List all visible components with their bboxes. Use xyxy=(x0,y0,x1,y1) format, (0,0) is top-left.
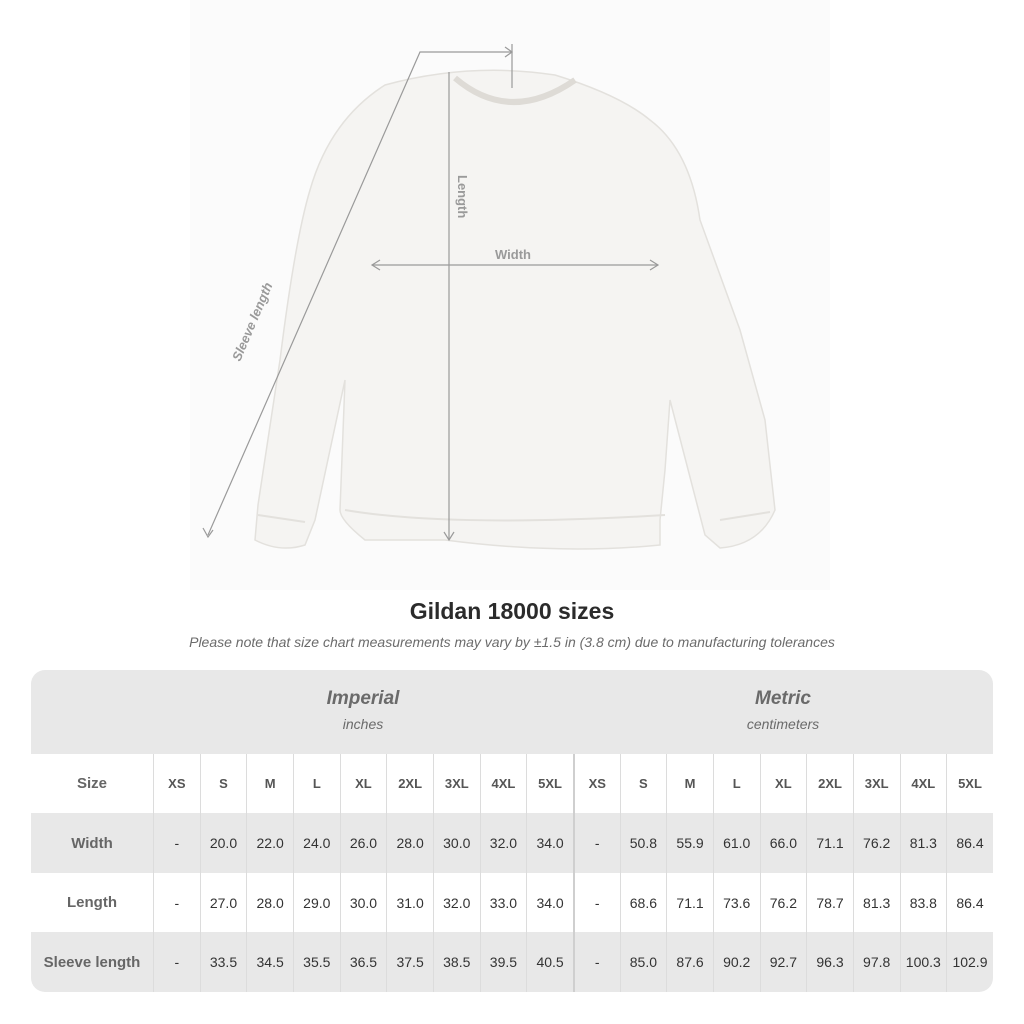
size-header-cell: XL xyxy=(759,754,807,813)
table-cell: 33.0 xyxy=(479,873,527,932)
table-cell: 36.5 xyxy=(339,932,387,992)
table-cell: 32.0 xyxy=(479,813,527,873)
table-cell: 71.1 xyxy=(806,813,853,873)
table-cell: 78.7 xyxy=(806,873,853,932)
table-cell: 71.1 xyxy=(666,873,713,932)
size-table: Imperial inches Metric centimeters Size … xyxy=(31,670,993,992)
table-cell: - xyxy=(572,813,620,873)
size-header-cell: 2XL xyxy=(806,754,853,813)
table-cell: 29.0 xyxy=(292,873,340,932)
size-header-cell: 4XL xyxy=(479,754,527,813)
size-label: Size xyxy=(76,775,107,792)
table-cell: 96.3 xyxy=(806,932,853,992)
table-cell: 81.3 xyxy=(899,813,947,873)
table-cell: 76.2 xyxy=(852,813,900,873)
size-header-cell: S xyxy=(619,754,667,813)
size-header-cell: S xyxy=(199,754,247,813)
table-cell: 33.5 xyxy=(199,932,247,992)
table-cell: 22.0 xyxy=(246,813,293,873)
table-cell: 85.0 xyxy=(619,932,667,992)
size-header-cell: M xyxy=(666,754,713,813)
row-label: Sleeve length xyxy=(43,953,141,971)
table-cell: 39.5 xyxy=(479,932,527,992)
table-row: Length -27.0 28.0 29.0 30.0 31.0 32.0 33.0 34.0-… xyxy=(31,873,993,932)
metric-heading: Metric centimeters xyxy=(573,688,993,732)
table-cell: 34.5 xyxy=(246,932,293,992)
table-cell: 26.0 xyxy=(339,813,387,873)
table-cell: - xyxy=(572,932,620,992)
table-cell: 20.0 xyxy=(199,813,247,873)
table-cell: 86.4 xyxy=(946,813,993,873)
size-header-cell: L xyxy=(292,754,340,813)
table-row: Sleeve length -33.5 34.5 35.5 36.5 37.5 38.5 39… xyxy=(31,932,993,992)
size-header-cell: XS xyxy=(153,754,200,813)
table-cell: 32.0 xyxy=(432,873,480,932)
table-cell: 87.6 xyxy=(666,932,713,992)
table-cell: 28.0 xyxy=(386,813,433,873)
imperial-title: Imperial xyxy=(326,688,400,709)
table-cell: 73.6 xyxy=(712,873,760,932)
table-cell: 50.8 xyxy=(619,813,667,873)
table-cell: 76.2 xyxy=(759,873,807,932)
table-cell: - xyxy=(572,873,620,932)
table-cell: 61.0 xyxy=(712,813,760,873)
size-header-cell: 4XL xyxy=(899,754,947,813)
table-cell: - xyxy=(153,873,200,932)
size-header-cell: 2XL xyxy=(386,754,433,813)
imperial-heading: Imperial inches xyxy=(153,688,573,732)
size-header-cell: 3XL xyxy=(852,754,900,813)
table-cell: 28.0 xyxy=(246,873,293,932)
metric-title: Metric xyxy=(755,688,811,709)
metric-unit: centimeters xyxy=(746,716,820,732)
size-header-cell: 5XL xyxy=(946,754,993,813)
sweatshirt-diagram: Sleeve length Length Width xyxy=(202,44,776,550)
size-header-cell: 5XL xyxy=(526,754,573,813)
table-cell: 27.0 xyxy=(199,873,247,932)
row-label: Width xyxy=(71,834,113,852)
table-cell: 34.0 xyxy=(526,813,573,873)
table-cell: 38.5 xyxy=(432,932,480,992)
table-cell: 37.5 xyxy=(386,932,433,992)
table-cell: 55.9 xyxy=(666,813,713,873)
table-cell: 81.3 xyxy=(852,873,900,932)
tolerance-note: Please note that size chart measurements… xyxy=(189,634,835,650)
size-header-cell: M xyxy=(246,754,293,813)
page-title: Gildan 18000 sizes xyxy=(409,598,615,624)
table-row: Width -20.0 22.0 24.0 26.0 28.0 30.0 32.0 34.0-5… xyxy=(31,813,993,873)
table-cell: 40.5 xyxy=(526,932,573,992)
table-cell: 83.8 xyxy=(899,873,947,932)
measure-lines xyxy=(202,44,660,542)
length-label: Length xyxy=(455,175,470,218)
width-label: Width xyxy=(495,247,531,262)
table-cell: 34.0 xyxy=(526,873,573,932)
table-cell: - xyxy=(153,813,200,873)
table-cell: 92.7 xyxy=(759,932,807,992)
table-cell: 102.9 xyxy=(946,932,993,992)
size-header-cell: 3XL xyxy=(432,754,480,813)
table-cell: 35.5 xyxy=(292,932,340,992)
size-header-cell: XS xyxy=(572,754,620,813)
table-cell: 100.3 xyxy=(899,932,947,992)
size-header-cell: XL xyxy=(339,754,387,813)
size-header-row: Size XS S M L XL 2XL 3XL 4XL 5XL XS S M L XL 2XL 3XL 4XL… xyxy=(31,754,993,813)
table-cell: 24.0 xyxy=(292,813,340,873)
size-header-cell: L xyxy=(712,754,760,813)
imperial-unit: inches xyxy=(342,716,384,732)
table-cell: 66.0 xyxy=(759,813,807,873)
table-cell: 86.4 xyxy=(946,873,993,932)
table-cell: 90.2 xyxy=(712,932,760,992)
table-cell: 30.0 xyxy=(339,873,387,932)
row-label: Length xyxy=(67,894,117,911)
table-cell: 30.0 xyxy=(432,813,480,873)
sweatshirt-image xyxy=(254,69,776,550)
table-header-band xyxy=(31,670,993,754)
table-cell: 97.8 xyxy=(852,932,900,992)
table-cell: 68.6 xyxy=(619,873,667,932)
table-cell: 31.0 xyxy=(386,873,433,932)
table-cell: - xyxy=(153,932,200,992)
